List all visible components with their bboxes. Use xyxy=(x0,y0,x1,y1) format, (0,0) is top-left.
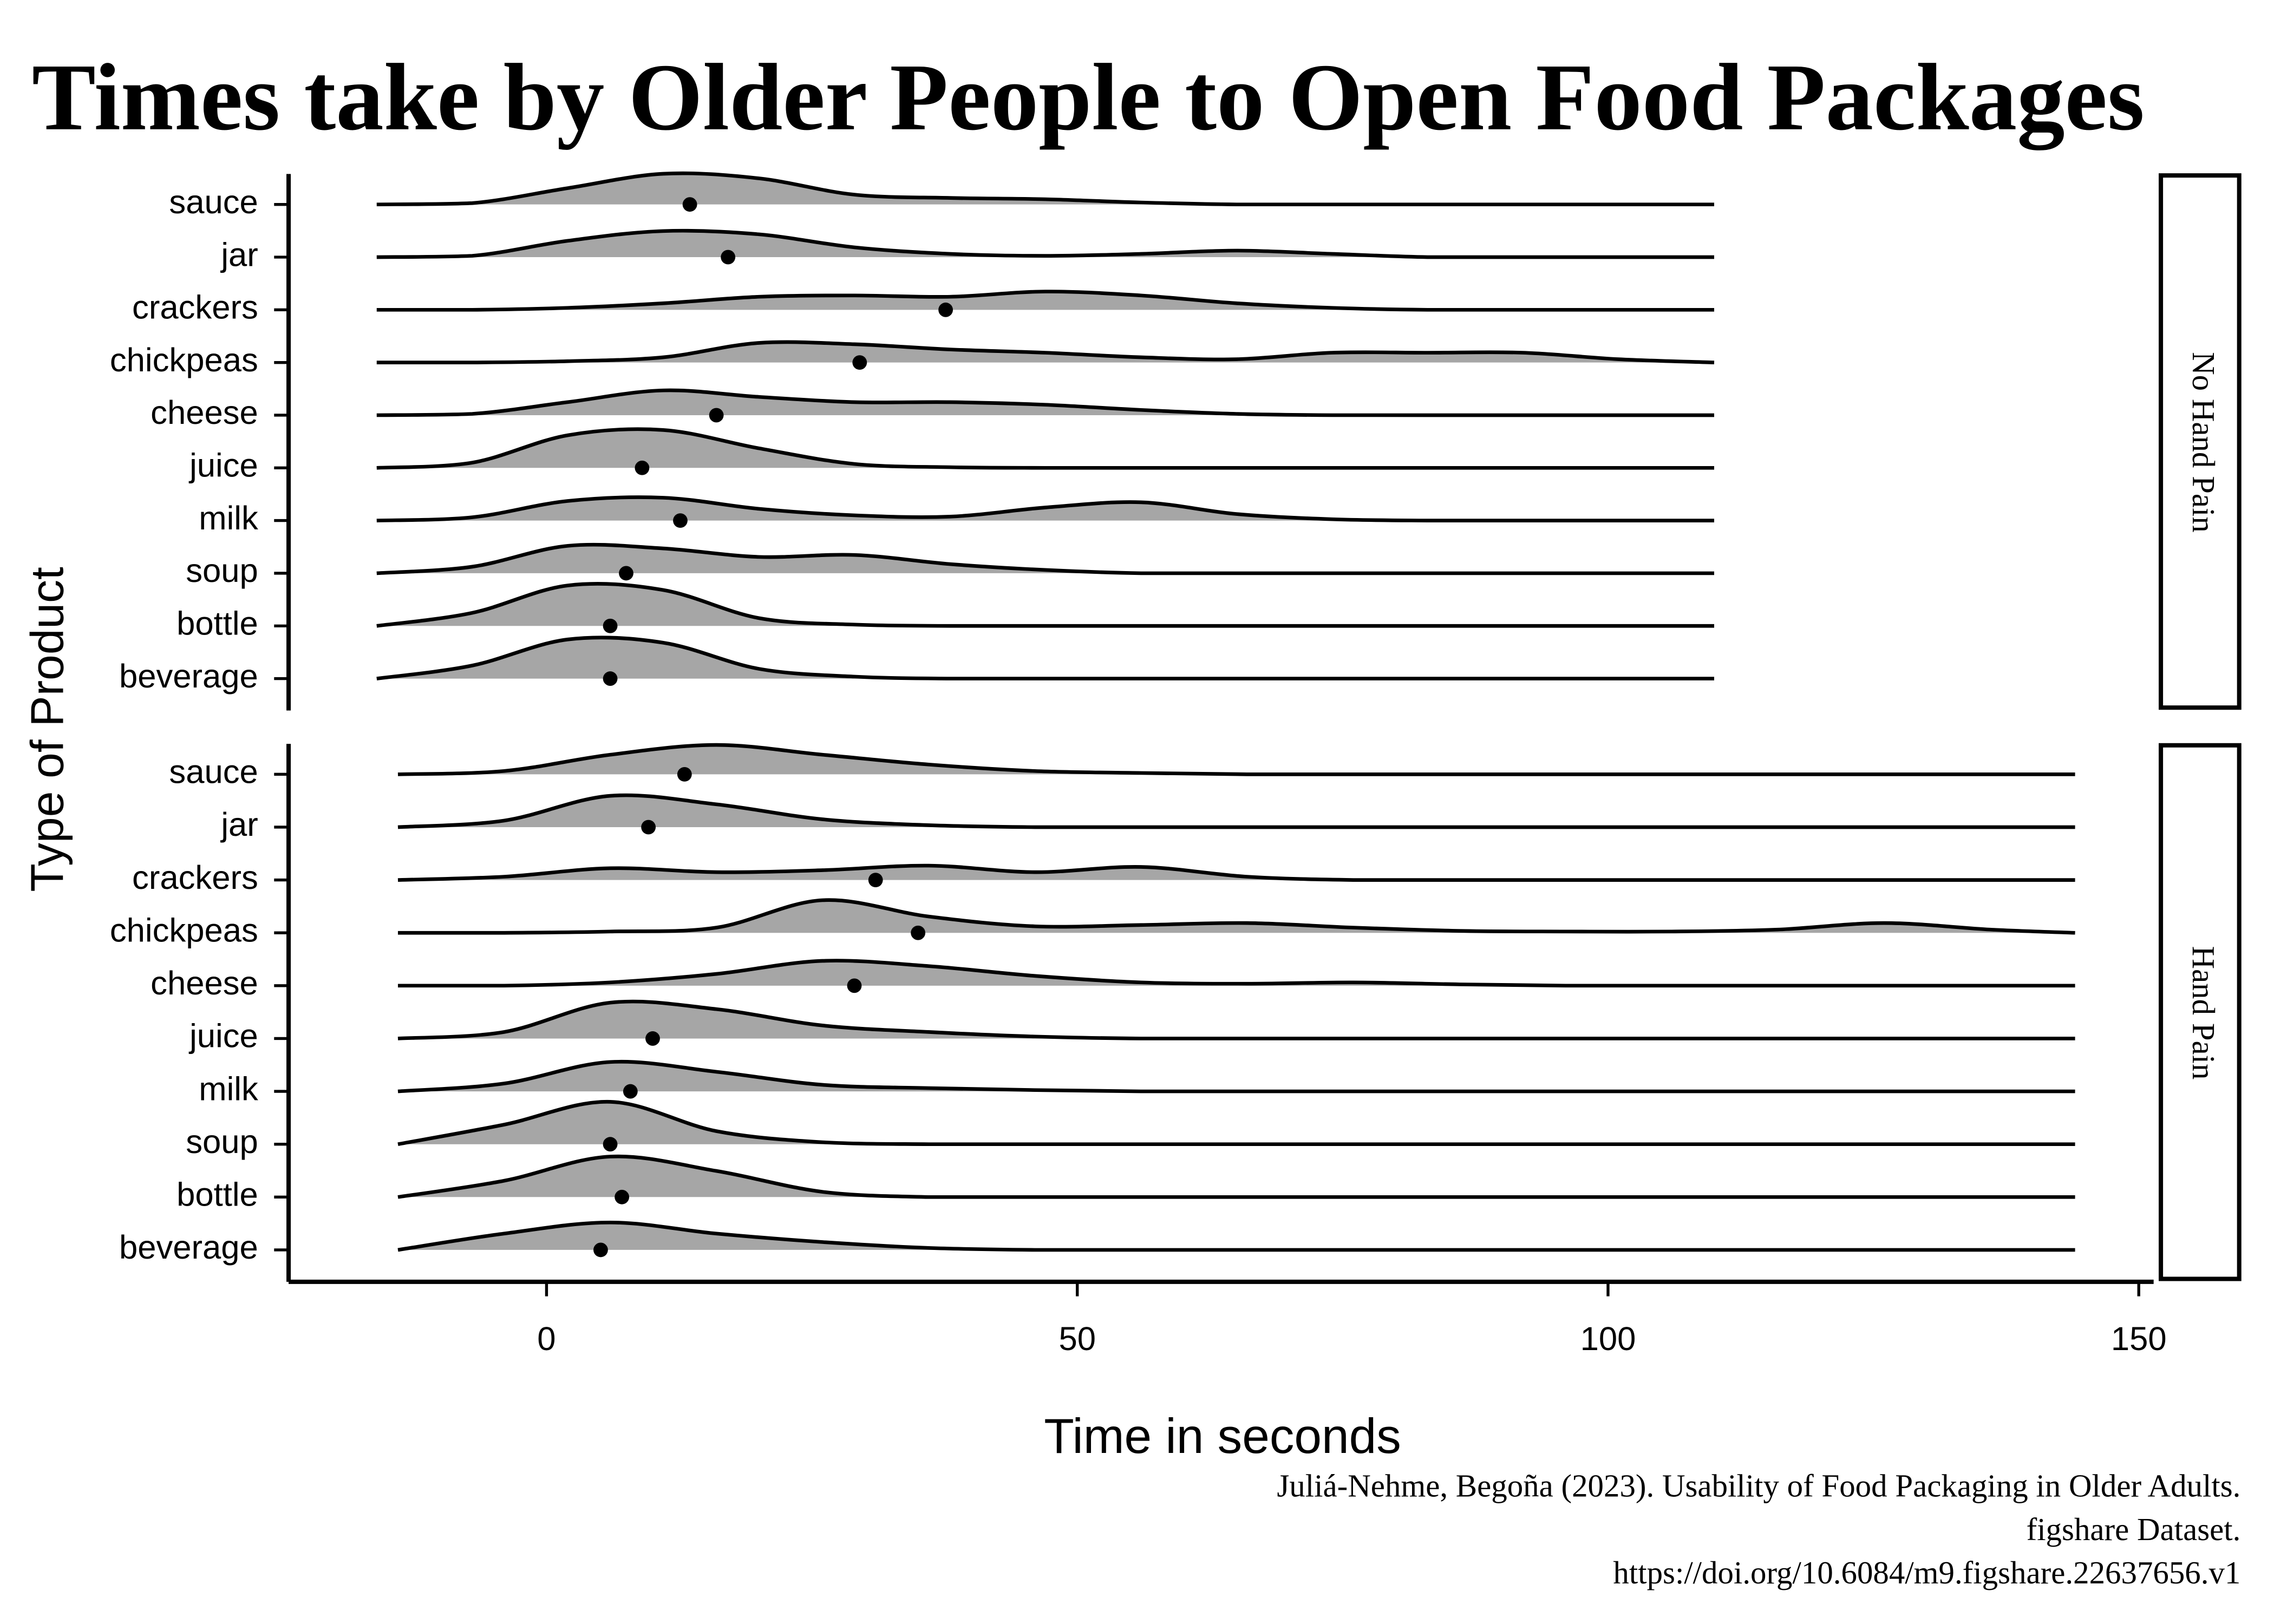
strip-label: No Hand Pain xyxy=(2186,352,2221,533)
density-line xyxy=(376,495,1715,522)
density-area xyxy=(397,1062,2075,1092)
density-line xyxy=(397,1220,2075,1252)
strip-label: Hand Pain xyxy=(2186,946,2221,1079)
density-line xyxy=(376,582,1715,628)
density-line xyxy=(397,743,2075,776)
density-line xyxy=(376,340,1715,364)
density-area xyxy=(397,1001,2075,1039)
density-line xyxy=(376,290,1715,312)
density-area xyxy=(376,173,1715,205)
density-area xyxy=(397,1102,2075,1144)
density-line xyxy=(397,793,2075,829)
density-area xyxy=(397,960,2075,986)
point xyxy=(623,1084,638,1099)
y-tick-label: soup xyxy=(186,1123,258,1161)
density-area xyxy=(376,231,1715,257)
point xyxy=(593,1242,608,1258)
density-area xyxy=(376,291,1715,310)
y-tick-label: bottle xyxy=(177,1176,258,1214)
point xyxy=(603,618,618,633)
density-area xyxy=(376,637,1715,679)
x-tick-label: 150 xyxy=(2111,1320,2167,1358)
y-tick-label: cheese xyxy=(151,965,258,1002)
point xyxy=(682,197,697,212)
y-tick-label: crackers xyxy=(132,289,258,326)
density-line xyxy=(397,1154,2075,1199)
y-tick-label: sauce xyxy=(169,184,258,221)
point xyxy=(615,1189,630,1204)
density-line xyxy=(376,388,1715,417)
density-line xyxy=(397,999,2075,1040)
y-tick-label: milk xyxy=(199,500,258,537)
density-line xyxy=(376,427,1715,470)
point xyxy=(847,978,862,993)
x-tick-label: 100 xyxy=(1580,1320,1636,1358)
caption: Juliá-Nehme, Begoña (2023). Usability of… xyxy=(1277,1468,2240,1503)
density-area xyxy=(397,900,2075,933)
x-tick-label: 0 xyxy=(537,1320,556,1358)
y-tick-label: beverage xyxy=(119,1229,258,1266)
point xyxy=(645,1031,660,1046)
y-tick-label: chickpeas xyxy=(110,912,258,949)
point xyxy=(852,355,867,370)
y-axis-label: Type of Product xyxy=(21,567,73,892)
density-area xyxy=(397,866,2075,880)
density-line xyxy=(397,898,2075,935)
point xyxy=(709,408,724,423)
y-tick-label: juice xyxy=(188,447,258,484)
density-line xyxy=(397,1099,2075,1147)
point xyxy=(603,1137,618,1152)
x-axis-label: Time in seconds xyxy=(1044,1409,1401,1464)
y-tick-label: bottle xyxy=(177,605,258,643)
point xyxy=(641,820,656,835)
density-area xyxy=(376,545,1715,573)
y-tick-label: sauce xyxy=(169,754,258,791)
y-tick-label: cheese xyxy=(151,394,258,431)
strip-box xyxy=(2159,173,2242,710)
caption: figshare Dataset. xyxy=(2027,1511,2241,1547)
density-line xyxy=(376,636,1715,680)
density-line xyxy=(376,228,1715,259)
y-tick-label: milk xyxy=(199,1070,258,1108)
density-line xyxy=(397,959,2075,988)
y-tick-label: chickpeas xyxy=(110,342,258,379)
point xyxy=(673,513,688,528)
y-tick-label: juice xyxy=(188,1018,258,1055)
density-area xyxy=(397,1156,2075,1197)
chart-title: Times take by Older People to Open Food … xyxy=(32,44,2145,150)
point xyxy=(635,460,650,475)
caption: https://doi.org/10.6084/m9.figshare.2263… xyxy=(1613,1555,2240,1590)
y-tick-label: jar xyxy=(220,236,258,273)
point xyxy=(603,671,618,686)
y-tick-label: soup xyxy=(186,552,258,590)
density-area xyxy=(376,584,1715,626)
strip-box xyxy=(2159,743,2242,1281)
x-tick-label: 50 xyxy=(1058,1320,1096,1358)
density-line xyxy=(376,542,1715,575)
density-area xyxy=(376,342,1715,363)
density-area xyxy=(397,745,2075,775)
point xyxy=(938,302,953,317)
density-line xyxy=(376,171,1715,207)
point xyxy=(677,767,692,782)
point xyxy=(911,925,926,940)
point xyxy=(619,566,633,581)
y-tick-label: jar xyxy=(220,806,258,843)
density-line xyxy=(397,1059,2075,1093)
density-area xyxy=(376,390,1715,415)
point xyxy=(721,250,736,265)
density-line xyxy=(397,863,2075,882)
point xyxy=(868,873,883,887)
y-tick-label: beverage xyxy=(119,658,258,695)
y-tick-label: crackers xyxy=(132,859,258,896)
